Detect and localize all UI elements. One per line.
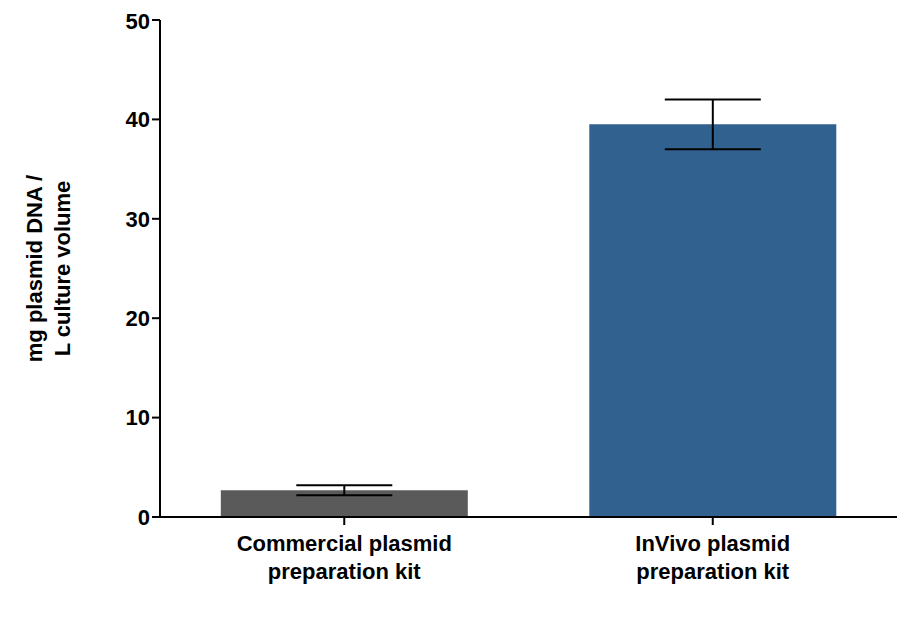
svg-text:0: 0 [138, 505, 150, 530]
svg-text:10: 10 [126, 405, 150, 430]
svg-text:40: 40 [126, 107, 150, 132]
svg-text:20: 20 [126, 306, 150, 331]
svg-text:30: 30 [126, 207, 150, 232]
svg-text:mg plasmid DNA /L culture volu: mg plasmid DNA /L culture volume [22, 175, 75, 362]
svg-text:InVivo plasmidpreparation kit: InVivo plasmidpreparation kit [635, 531, 790, 584]
svg-text:50: 50 [126, 9, 150, 34]
svg-text:Commercial plasmidpreparation: Commercial plasmidpreparation kit [237, 531, 452, 584]
